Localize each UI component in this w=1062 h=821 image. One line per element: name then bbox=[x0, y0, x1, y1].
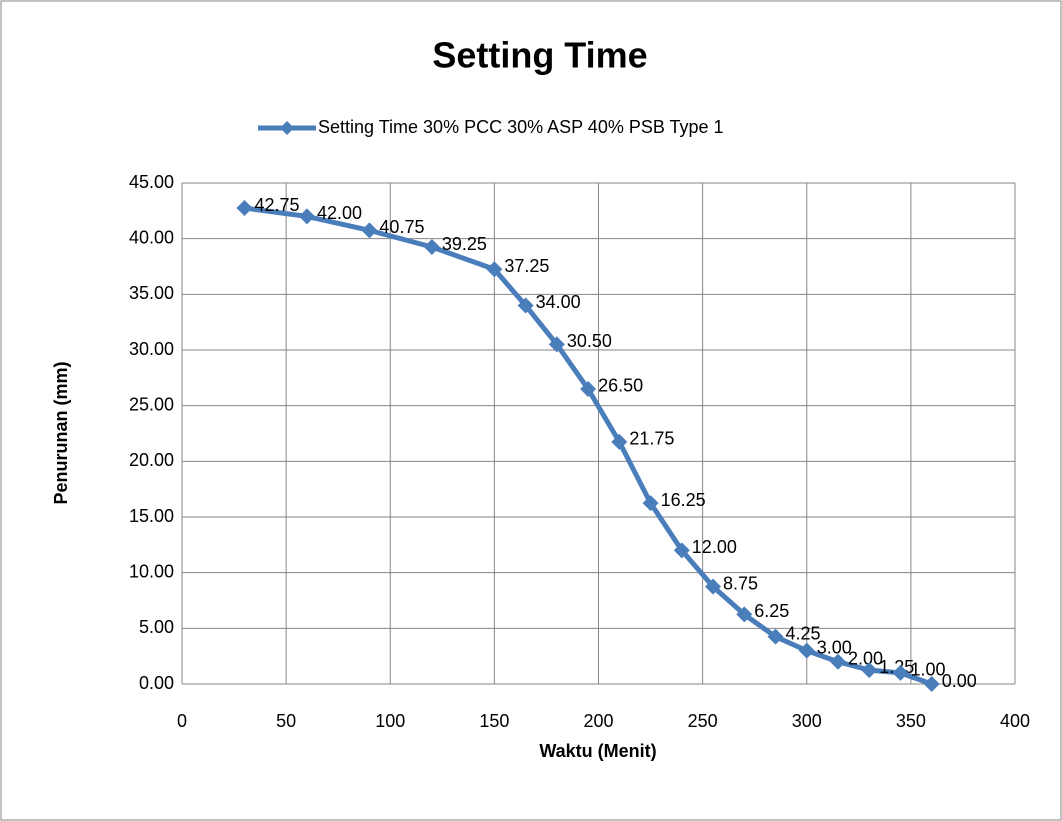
y-tick-label: 40.00 bbox=[129, 227, 174, 247]
data-label: 12.00 bbox=[692, 537, 737, 557]
y-tick-label: 10.00 bbox=[129, 561, 174, 581]
x-tick-label: 250 bbox=[688, 711, 718, 731]
y-tick-label: 20.00 bbox=[129, 450, 174, 470]
data-label: 37.25 bbox=[504, 256, 549, 276]
y-tick-label: 45.00 bbox=[129, 172, 174, 192]
x-tick-label: 100 bbox=[375, 711, 405, 731]
data-label: 40.75 bbox=[379, 217, 424, 237]
data-label: 42.75 bbox=[254, 195, 299, 215]
y-tick-label: 15.00 bbox=[129, 506, 174, 526]
x-tick-label: 50 bbox=[276, 711, 296, 731]
data-label: 8.75 bbox=[723, 573, 758, 593]
x-tick-label: 400 bbox=[1000, 711, 1030, 731]
data-label: 2.00 bbox=[848, 648, 883, 668]
y-axis-label: Penurunan (mm) bbox=[51, 361, 71, 504]
data-label: 0.00 bbox=[942, 671, 977, 691]
x-tick-label: 0 bbox=[177, 711, 187, 731]
x-tick-label: 150 bbox=[479, 711, 509, 731]
data-label: 1.00 bbox=[910, 660, 945, 680]
chart-title: Setting Time bbox=[432, 35, 647, 76]
y-tick-label: 5.00 bbox=[139, 617, 174, 637]
data-label: 4.25 bbox=[786, 623, 821, 643]
data-label: 26.50 bbox=[598, 376, 643, 396]
data-label: 21.75 bbox=[629, 429, 674, 449]
data-label: 16.25 bbox=[661, 490, 706, 510]
x-tick-label: 300 bbox=[792, 711, 822, 731]
data-label: 42.00 bbox=[317, 203, 362, 223]
data-label: 30.50 bbox=[567, 331, 612, 351]
data-label: 34.00 bbox=[536, 292, 581, 312]
y-tick-label: 30.00 bbox=[129, 339, 174, 359]
x-axis-label: Waktu (Menit) bbox=[539, 741, 656, 761]
y-tick-label: 0.00 bbox=[139, 673, 174, 693]
x-tick-label: 350 bbox=[896, 711, 926, 731]
y-tick-label: 25.00 bbox=[129, 394, 174, 414]
data-label: 39.25 bbox=[442, 234, 487, 254]
page: Setting Time Waktu (Menit) Penurunan (mm… bbox=[0, 0, 1062, 821]
chart: Setting Time Waktu (Menit) Penurunan (mm… bbox=[0, 0, 1062, 821]
y-tick-label: 35.00 bbox=[129, 283, 174, 303]
data-label: 3.00 bbox=[817, 637, 852, 657]
legend-label: Setting Time 30% PCC 30% ASP 40% PSB Typ… bbox=[318, 117, 724, 137]
data-label: 6.25 bbox=[754, 601, 789, 621]
x-tick-label: 200 bbox=[583, 711, 613, 731]
